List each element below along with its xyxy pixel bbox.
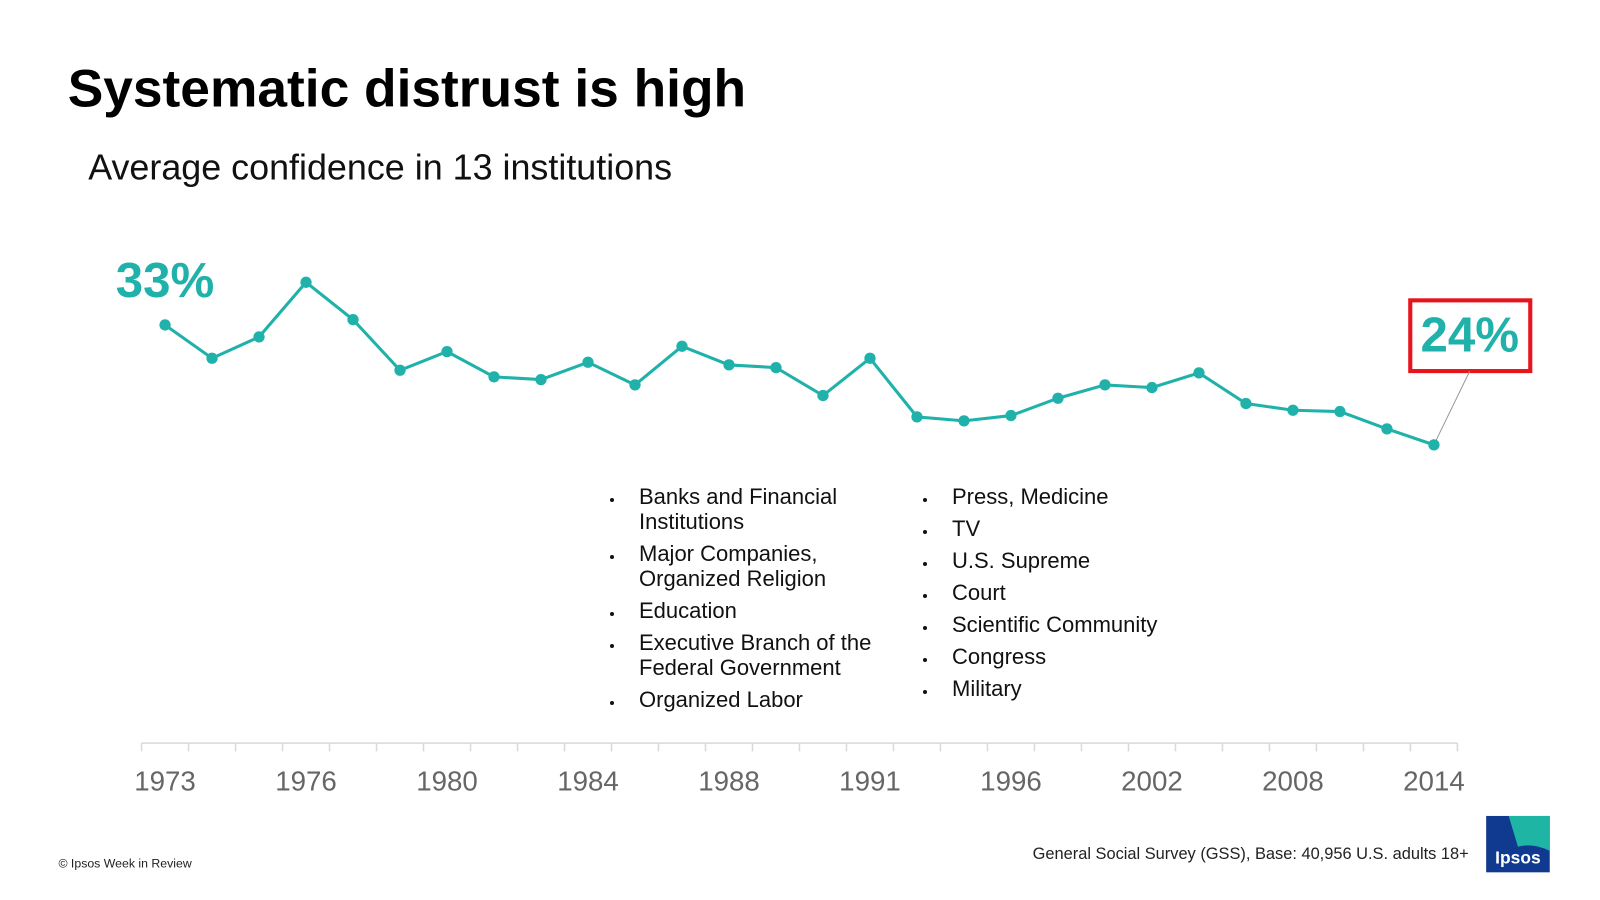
x-tick-label: 2002	[1121, 765, 1183, 796]
x-tick-label: 1973	[134, 765, 196, 796]
x-tick-label: 1988	[698, 765, 760, 796]
x-tick-label: 1980	[416, 765, 478, 796]
data-point	[1381, 423, 1393, 435]
chart-title: Systematic distrust is high	[68, 59, 746, 118]
data-point	[1193, 367, 1205, 379]
institution: Executive Branch of the Federal Governme…	[625, 630, 880, 680]
institution: Organized Labor	[625, 687, 880, 712]
data-point	[817, 389, 829, 402]
x-tick-label: 2008	[1262, 765, 1324, 796]
data-point	[300, 276, 312, 288]
x-tick-label: 1984	[557, 765, 619, 796]
logo-shape	[1508, 815, 1550, 851]
institution: TV	[938, 516, 1238, 541]
highlight-box	[1408, 298, 1533, 374]
data-point	[1240, 397, 1252, 410]
data-point	[676, 340, 688, 352]
data-point	[441, 345, 453, 358]
data-point	[1005, 409, 1017, 422]
data-point	[1287, 404, 1299, 416]
institution: U.S. Supreme	[938, 548, 1238, 573]
data-line	[164, 280, 1435, 447]
institution-list: Press, Medicine TV U.S. Supreme Court Scient…	[936, 484, 1238, 708]
institution: Military	[938, 676, 1238, 701]
institution-list: Banks and Financial Institutions Major Co…	[623, 484, 880, 719]
institution: Education	[625, 598, 880, 623]
data-point	[394, 364, 406, 376]
institution: Banks and Financial Institutions	[625, 484, 880, 534]
data-point	[911, 411, 923, 423]
data-label: 33%	[116, 253, 215, 308]
data-point	[723, 359, 735, 371]
data-point	[1099, 379, 1111, 391]
chart-subtitle: Average confidence in 13 institutions	[88, 148, 672, 188]
data-point	[206, 352, 218, 364]
data-point	[958, 415, 970, 427]
x-tick-label: 1976	[275, 765, 337, 796]
institution: Major Companies, Organized Religion	[625, 541, 880, 591]
data-point	[629, 379, 641, 391]
data-point	[770, 361, 782, 374]
data-point	[347, 313, 359, 326]
logo-text: Ipsos	[1495, 848, 1541, 868]
data-point	[253, 331, 265, 343]
institution: Press, Medicine	[938, 484, 1238, 509]
data-point	[159, 319, 171, 331]
x-tick-label: 1991	[839, 765, 901, 796]
institution: Court	[938, 580, 1238, 605]
data-point	[1334, 405, 1346, 418]
data-point	[864, 352, 876, 364]
institution: Scientific Community	[938, 612, 1238, 637]
copyright: © Ipsos Week in Review	[58, 856, 191, 870]
data-label: 24%	[1420, 307, 1519, 362]
data-point	[488, 371, 500, 383]
source-note: General Social Survey (GSS), Base: 40,95…	[1033, 845, 1469, 863]
data-point	[535, 373, 547, 386]
data-point	[582, 356, 594, 368]
data-point	[1052, 392, 1064, 404]
data-point	[1428, 439, 1440, 451]
data-point	[1146, 381, 1158, 394]
x-tick-label: 2014	[1403, 765, 1465, 796]
leader-line	[1434, 370, 1471, 444]
x-tick-label: 1996	[980, 765, 1042, 796]
institution: Congress	[938, 644, 1238, 669]
